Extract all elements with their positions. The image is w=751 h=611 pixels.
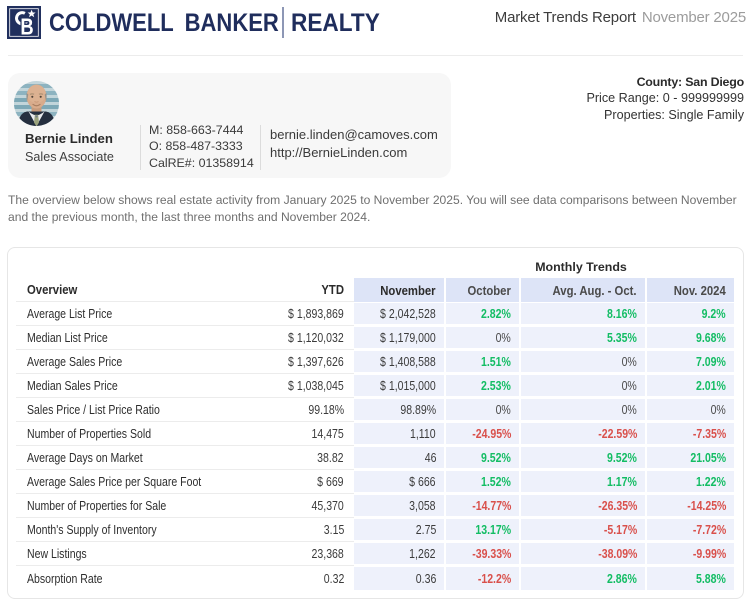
svg-text:B: B <box>20 15 33 39</box>
svg-text:B: B <box>20 15 33 39</box>
